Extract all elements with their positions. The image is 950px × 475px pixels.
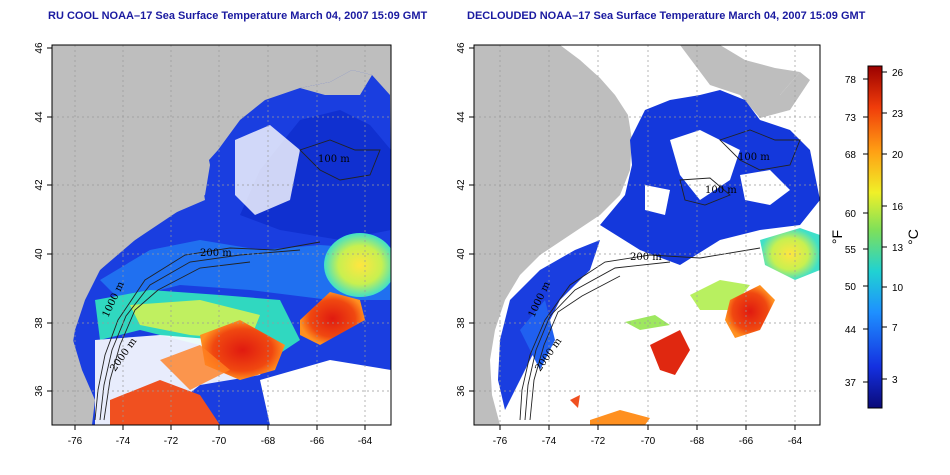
contour-label-200m: 200 m (630, 252, 662, 263)
cloud-cover (235, 125, 300, 215)
lon-tick: -64 (358, 436, 373, 447)
lat-tick: 36 (456, 385, 467, 397)
lat-tick: 40 (34, 248, 45, 260)
lon-tick: -74 (116, 436, 131, 447)
contour-200m (519, 247, 761, 421)
lon-tick: -70 (212, 436, 227, 447)
lat-tick: 42 (34, 179, 45, 191)
left-sst-map (52, 45, 391, 425)
contour-2000m (103, 261, 251, 421)
celsius-tick: 7 (892, 323, 898, 334)
right-lon-axis: -76 -74 -72 -70 -68 -66 -64 (493, 425, 803, 447)
lon-tick: -68 (261, 436, 276, 447)
lat-tick: 46 (456, 42, 467, 54)
contour-2000m (529, 275, 621, 421)
land-mass (474, 45, 632, 425)
lon-tick: -76 (493, 436, 508, 447)
left-map-frame (51, 44, 392, 426)
lat-tick: 38 (34, 317, 45, 329)
fahrenheit-tick: 44 (845, 325, 857, 336)
lon-tick: -68 (690, 436, 705, 447)
contour-1000m (99, 249, 301, 421)
lat-tick: 36 (34, 385, 45, 397)
contour-100m (299, 139, 381, 181)
lon-tick: -66 (310, 436, 325, 447)
right-lat-axis: 36 38 40 42 44 46 (456, 42, 474, 397)
contour-label-200m: 200 m (200, 248, 232, 259)
contour-label-100m: 100 m (705, 185, 737, 196)
celsius-unit-label: °C (905, 229, 921, 245)
graticule (52, 45, 391, 425)
contour-200m (94, 241, 321, 421)
lon-tick: -66 (739, 436, 754, 447)
lat-tick: 38 (456, 317, 467, 329)
celsius-tick: 16 (892, 202, 904, 213)
right-map-frame (473, 44, 821, 426)
graticule (474, 45, 820, 425)
celsius-tick: 10 (892, 283, 904, 294)
lat-tick: 44 (34, 111, 45, 123)
lat-tick: 44 (456, 111, 467, 123)
coastline (52, 45, 210, 425)
temperature-colorbar: 78 73 68 60 55 50 44 37 26 23 20 16 13 1… (829, 65, 921, 409)
lat-tick: 40 (456, 248, 467, 260)
lon-tick: -72 (164, 436, 179, 447)
left-lat-axis: 36 38 40 42 44 46 (34, 42, 52, 397)
fahrenheit-tick: 73 (845, 113, 857, 124)
fahrenheit-unit-label: °F (829, 230, 845, 244)
right-sst-map (474, 45, 820, 425)
lon-tick: -64 (788, 436, 803, 447)
lat-tick: 42 (456, 179, 467, 191)
celsius-tick: 20 (892, 150, 904, 161)
contour-100m (719, 129, 801, 171)
lat-tick: 46 (34, 42, 45, 54)
fahrenheit-tick: 55 (845, 245, 857, 256)
left-map-title: RU COOL NOAA–17 Sea Surface Temperature … (48, 10, 428, 22)
lon-tick: -74 (542, 436, 557, 447)
fahrenheit-tick: 68 (845, 150, 857, 161)
fahrenheit-tick: 37 (845, 378, 857, 389)
lon-tick: -72 (591, 436, 606, 447)
celsius-tick: 23 (892, 109, 904, 120)
fahrenheit-tick: 60 (845, 209, 857, 220)
celsius-tick: 13 (892, 243, 904, 254)
lon-tick: -70 (641, 436, 656, 447)
fahrenheit-tick: 50 (845, 282, 857, 293)
right-map-title: DECLOUDED NOAA–17 Sea Surface Temperatur… (467, 10, 866, 22)
contour-1000m (524, 261, 671, 421)
contour-label-100m: 100 m (738, 152, 770, 163)
fahrenheit-tick: 78 (845, 75, 857, 86)
contour-label-100m: 100 m (318, 154, 350, 165)
lon-tick: -76 (68, 436, 83, 447)
left-lon-axis: -76 -74 -72 -70 -68 -66 -64 (68, 425, 373, 447)
colorbar-gradient (867, 65, 883, 409)
celsius-tick: 26 (892, 68, 904, 79)
celsius-tick: 3 (892, 375, 898, 386)
